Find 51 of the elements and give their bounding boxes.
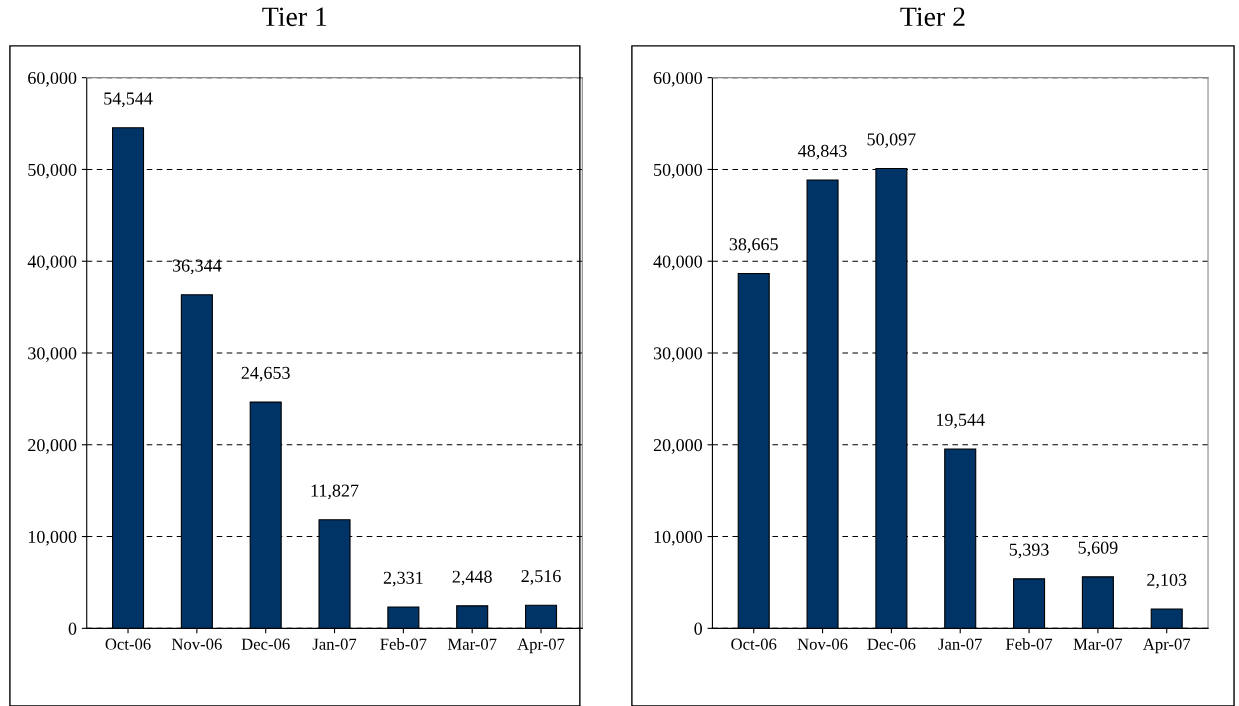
bar xyxy=(387,606,420,629)
y-tick-label: 20,000 xyxy=(28,439,77,454)
data-label: 5,609 xyxy=(1078,541,1118,557)
y-tick-label: 60,000 xyxy=(653,71,703,87)
data-label: 48,843 xyxy=(798,144,847,160)
y-tick-label: 20,000 xyxy=(653,439,703,454)
data-label: 11,827 xyxy=(311,484,359,500)
y-tick-label: 30,000 xyxy=(653,347,703,363)
data-label: 2,516 xyxy=(521,570,561,585)
y-tick-label: 40,000 xyxy=(653,255,703,271)
y-tick-label: 10,000 xyxy=(28,530,77,546)
x-tick-label: Apr-07 xyxy=(517,638,565,654)
chart-title: Tier 2 xyxy=(900,7,965,27)
data-label: 54,544 xyxy=(104,92,153,108)
y-tick-label: 40,000 xyxy=(27,255,77,271)
x-tick-label: Oct-06 xyxy=(105,638,151,650)
data-label: 19,544 xyxy=(936,413,985,429)
y-tick-label: 0 xyxy=(68,622,77,635)
x-tick-label: Jan-07 xyxy=(312,638,357,650)
y-tick-label: 0 xyxy=(694,622,703,635)
x-tick-label: Mar-07 xyxy=(1073,638,1123,650)
x-tick-label: Feb-07 xyxy=(380,638,427,650)
y-tick-label: 10,000 xyxy=(654,530,703,546)
bar xyxy=(1150,608,1183,629)
data-label: 2,448 xyxy=(452,570,492,586)
x-tick-label: Apr-07 xyxy=(1142,638,1191,654)
data-label: 2,103 xyxy=(1147,573,1187,589)
bar xyxy=(1013,578,1046,629)
bar xyxy=(806,179,839,629)
x-tick-label: Jan-07 xyxy=(938,638,982,650)
x-tick-label: Dec-06 xyxy=(867,638,916,650)
y-tick-label: 60,000 xyxy=(28,71,77,87)
data-label: 5,393 xyxy=(1009,543,1049,559)
data-label: 38,665 xyxy=(729,238,778,253)
x-tick-label: Dec-06 xyxy=(241,638,290,650)
x-tick-label: Mar-07 xyxy=(447,638,497,650)
data-label: 2,331 xyxy=(383,571,423,587)
y-tick-label: 50,000 xyxy=(28,163,77,179)
x-tick-label: Nov-06 xyxy=(797,638,848,650)
chart-title: Tier 1 xyxy=(262,7,327,27)
bar xyxy=(524,604,558,629)
bar xyxy=(456,605,489,629)
y-tick-label: 30,000 xyxy=(28,347,77,363)
data-label: 24,653 xyxy=(241,366,290,382)
x-tick-label: Nov-06 xyxy=(171,638,222,650)
y-tick-label: 50,000 xyxy=(654,163,703,179)
x-tick-label: Oct-06 xyxy=(731,638,777,650)
x-tick-label: Feb-07 xyxy=(1005,638,1053,650)
bar xyxy=(1081,576,1114,629)
data-label: 36,344 xyxy=(172,259,222,275)
data-label: 50,097 xyxy=(867,133,916,149)
